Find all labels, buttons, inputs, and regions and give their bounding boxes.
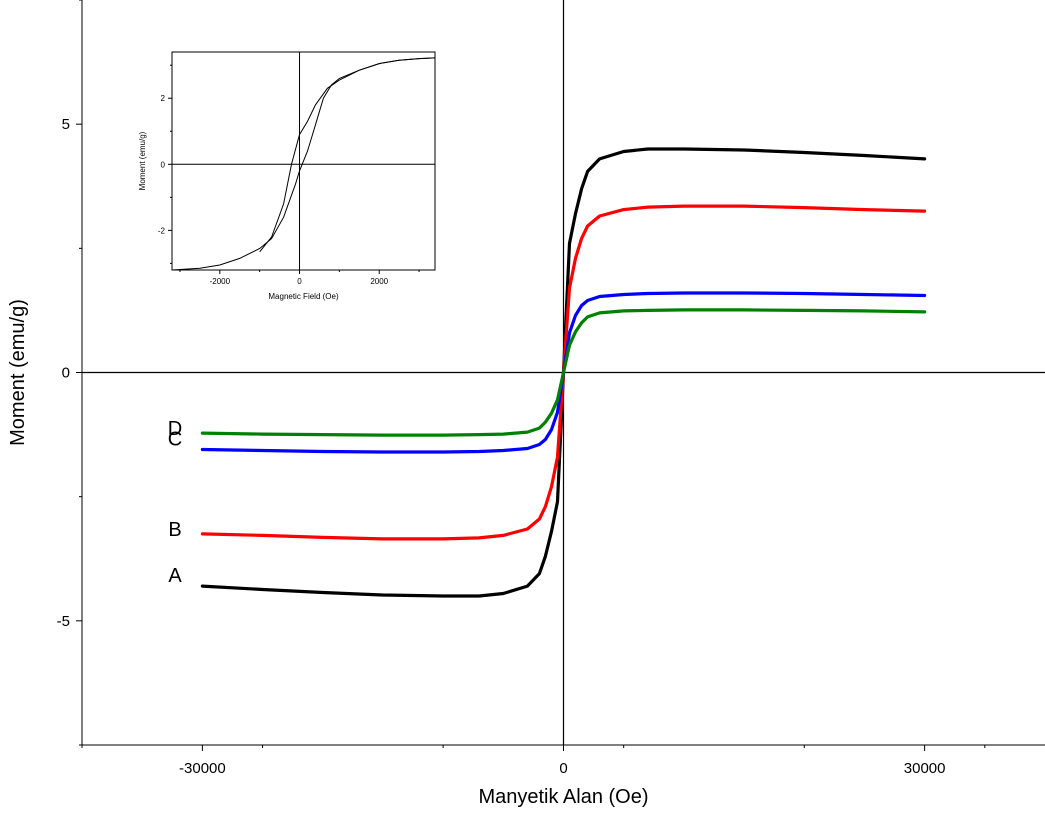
series-label-D: D (168, 418, 182, 440)
inset-y-tick-label: 0 (161, 160, 166, 169)
series-label-A: A (168, 565, 182, 587)
x-tick-label: 0 (559, 760, 567, 777)
inset-x-tick-label: 2000 (370, 277, 388, 286)
series-line-D (200, 308, 927, 437)
x-tick-label: -30000 (179, 760, 226, 777)
inset-y-axis-title: Moment (emu/g) (138, 131, 147, 190)
inset-x-axis-title: Magnetic Field (Oe) (268, 292, 339, 301)
series-label-B: B (168, 519, 181, 541)
series-label-C: C (168, 428, 182, 450)
inset-plot: -2000 0 2000 -2 0 2 Magnetic Field (Oe) Moment … (138, 51, 436, 301)
y-axis-title: Moment (emu/g) (7, 299, 29, 446)
x-tick-label: 30000 (904, 760, 946, 777)
inset-y-tick-label: 2 (161, 94, 166, 103)
inset-y-tick-label: -2 (158, 226, 166, 235)
x-axis-title: Manyetik Alan (Oe) (478, 786, 648, 808)
inset-x-tick-label: -2000 (210, 277, 231, 286)
inset-series-line-2 (259, 57, 435, 253)
main-plot: -30000 0 30000 -5 0 5 Manyetik Alan (Oe) Moment… (7, 0, 1045, 808)
inset-x-tick-label: 0 (297, 277, 302, 286)
y-tick-label: -5 (57, 613, 70, 630)
y-tick-label: 5 (62, 116, 70, 133)
y-tick-label: 0 (62, 365, 70, 382)
